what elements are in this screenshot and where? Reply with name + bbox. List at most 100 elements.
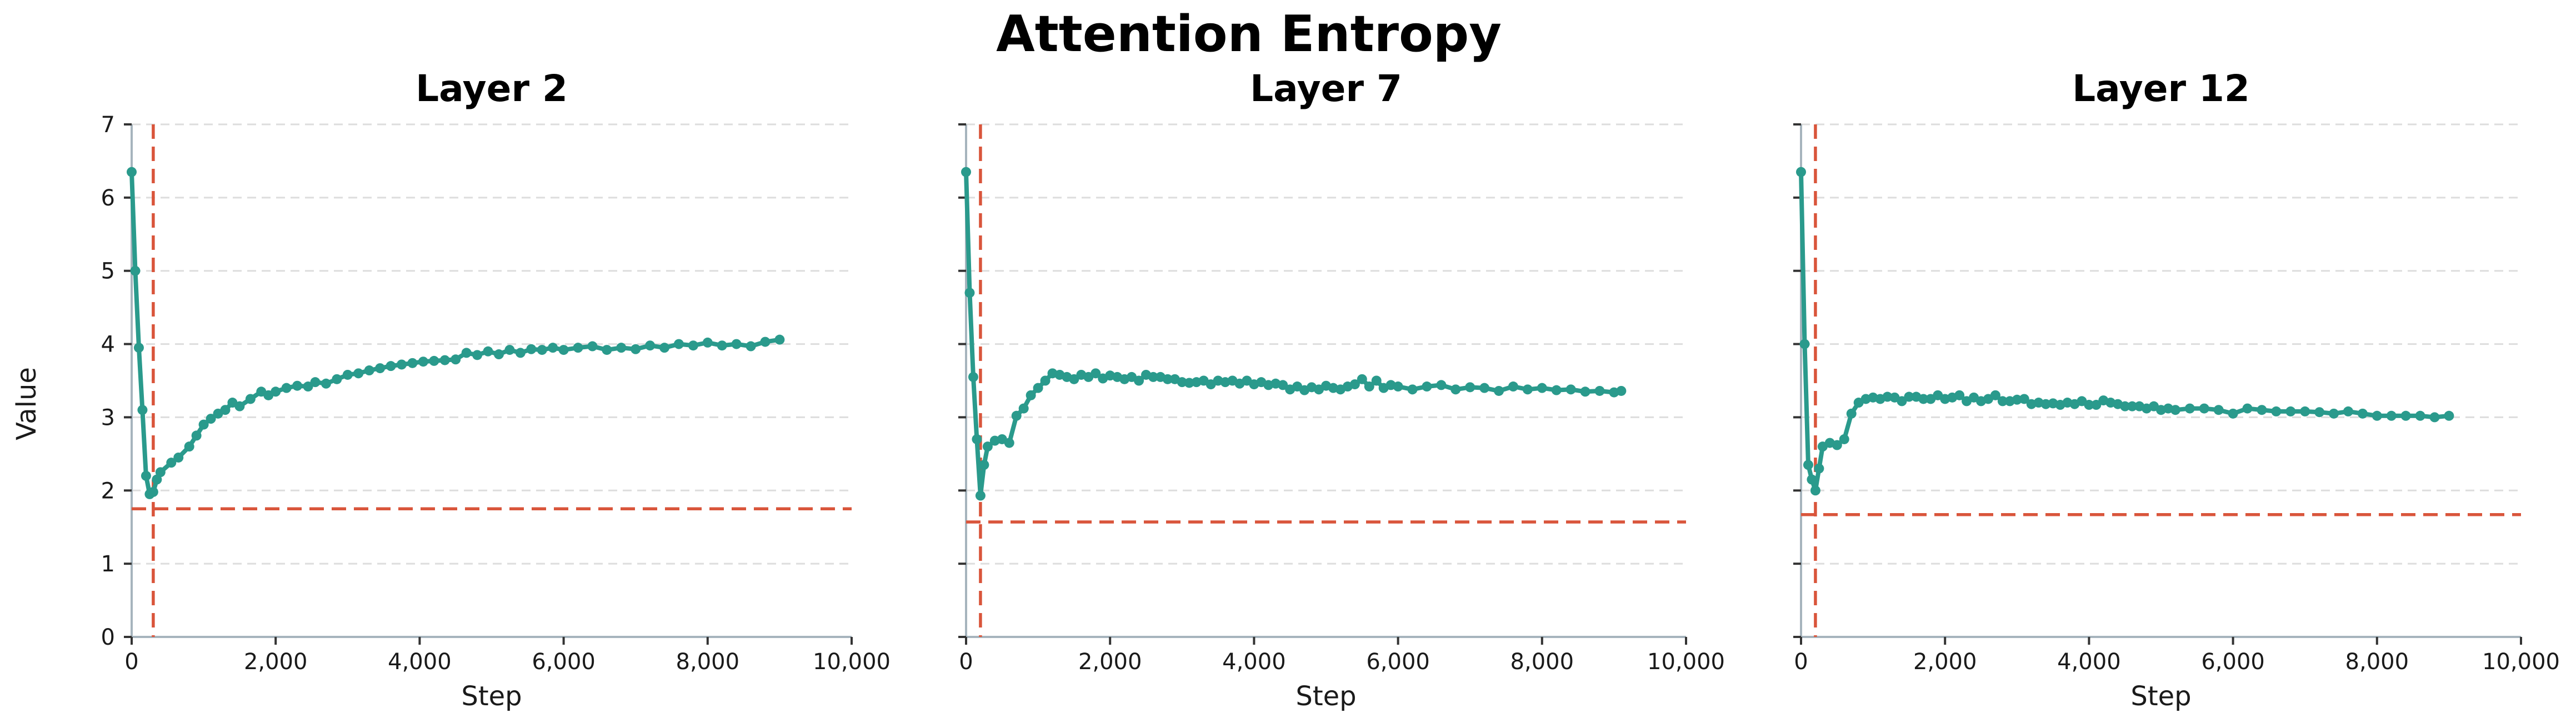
chart-title: Attention Entropy [996, 5, 1502, 63]
y-tick-label: 3 [101, 405, 115, 430]
data-point [2084, 400, 2094, 410]
data-point [220, 405, 231, 415]
data-point [1479, 383, 1490, 393]
data-point [1803, 460, 1813, 470]
panel-2: Layer 7 0 2,000 4,000 6,000 8,000 10,000 Step [958, 67, 1725, 712]
data-point [548, 343, 558, 353]
data-point [702, 337, 713, 348]
panel-1: Layer 2 0 1 2 3 4 5 6 7 0 2,000 4,000 6,000 8,000 10,0… [101, 67, 891, 712]
data-point [1537, 383, 1547, 393]
x-axis-label: Step [1295, 681, 1356, 712]
data-point [1990, 390, 2000, 400]
panel-title: Layer 12 [2072, 67, 2250, 110]
x-tick-label: 0 [959, 649, 973, 675]
data-point [961, 167, 971, 177]
panel-title: Layer 7 [1250, 67, 1402, 110]
data-point [483, 346, 493, 357]
series-line [1799, 169, 2452, 493]
data-point [461, 348, 472, 358]
data-point [281, 383, 292, 393]
data-point [1422, 381, 1432, 392]
data-point [1371, 375, 1382, 386]
data-point [1184, 378, 1194, 388]
y-tick-label: 1 [101, 551, 115, 577]
data-point [2357, 408, 2368, 419]
data-point [645, 340, 656, 351]
data-point [439, 355, 450, 365]
x-tick-label: 6,000 [532, 649, 596, 675]
x-tick-label: 6,000 [2201, 649, 2265, 675]
data-point [271, 386, 281, 397]
data-point [321, 378, 331, 389]
data-point [1148, 371, 1158, 382]
data-point [774, 334, 785, 345]
x-tick-label: 4,000 [1222, 649, 1286, 675]
data-point [2271, 406, 2282, 416]
data-point [2040, 399, 2051, 409]
data-point [1807, 474, 1817, 485]
data-point [573, 343, 583, 353]
data-point [558, 345, 569, 355]
data-point [1465, 382, 1475, 393]
series-line [964, 169, 1624, 498]
data-point [1278, 380, 1288, 390]
data-point [2372, 410, 2382, 421]
x-tick-label: 0 [124, 649, 138, 675]
data-point [1508, 381, 1518, 392]
data-point [1349, 379, 1360, 390]
data-point [2386, 410, 2397, 421]
data-point [364, 365, 374, 376]
data-point [717, 340, 727, 351]
data-point [2242, 403, 2253, 414]
data-point [206, 414, 216, 424]
y-tick-label: 4 [101, 332, 115, 358]
data-point [234, 401, 245, 411]
data-point [1069, 374, 1079, 384]
data-point [292, 380, 303, 391]
data-point [148, 486, 158, 497]
x-tick-label: 8,000 [676, 649, 740, 675]
x-tick-label: 10,000 [1647, 649, 1725, 675]
data-point [602, 345, 612, 355]
data-point [2257, 405, 2267, 415]
data-point [130, 265, 141, 276]
panel-title: Layer 2 [416, 67, 568, 110]
data-point [673, 339, 684, 349]
y-tick-label: 2 [101, 478, 115, 504]
data-point [133, 343, 144, 353]
data-point [2228, 408, 2238, 419]
x-tick-label: 8,000 [1510, 649, 1574, 675]
data-point [407, 358, 418, 368]
data-point [982, 441, 993, 452]
data-point [2184, 403, 2195, 414]
data-point [303, 381, 313, 392]
data-point [504, 345, 515, 355]
data-point [493, 349, 504, 360]
data-point [1997, 396, 2008, 406]
data-point [979, 460, 989, 470]
data-point [2285, 406, 2296, 416]
data-point [1162, 374, 1173, 384]
x-tick-label: 4,000 [2057, 649, 2121, 675]
data-point [616, 343, 627, 353]
data-point [1796, 167, 1806, 177]
data-point [451, 354, 461, 365]
data-point [1134, 375, 1144, 386]
x-tick-label: 10,000 [813, 649, 891, 675]
x-tick-label: 10,000 [2482, 649, 2560, 675]
x-tick-label: 2,000 [244, 649, 308, 675]
data-point [2444, 410, 2454, 421]
data-point [1004, 438, 1014, 448]
data-point [418, 357, 428, 367]
data-point [2329, 408, 2339, 419]
data-point [659, 343, 670, 353]
data-point [2343, 406, 2353, 416]
series-line [129, 169, 782, 496]
data-point [1565, 384, 1576, 395]
data-point [127, 167, 137, 177]
data-point [2300, 406, 2310, 416]
data-point [1897, 396, 1907, 406]
data-point [1091, 368, 1101, 379]
data-point [1357, 374, 1367, 384]
